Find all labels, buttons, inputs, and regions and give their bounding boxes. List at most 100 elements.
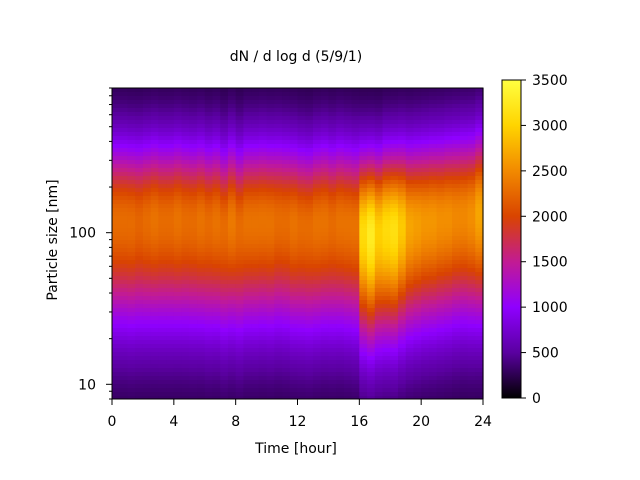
heatmap-cell xyxy=(305,120,314,124)
heatmap-cell xyxy=(467,176,476,180)
heatmap-cell xyxy=(312,288,322,292)
heatmap-cell xyxy=(150,268,159,272)
heatmap-cell xyxy=(421,364,430,368)
heatmap-cell xyxy=(112,188,121,192)
heatmap-cell xyxy=(220,228,229,232)
heatmap-cell xyxy=(305,216,314,220)
heatmap-cell xyxy=(289,176,299,180)
heatmap-cell xyxy=(413,348,422,352)
heatmap-cell xyxy=(150,196,159,200)
heatmap-cell xyxy=(428,364,438,368)
heatmap-cell xyxy=(235,184,244,188)
heatmap-cell xyxy=(297,188,306,192)
heatmap-cell xyxy=(405,148,415,152)
heatmap-cell xyxy=(452,124,461,128)
heatmap-cell xyxy=(274,124,283,128)
heatmap-cell xyxy=(189,240,198,244)
heatmap-cell xyxy=(305,292,314,296)
heatmap-cell xyxy=(266,144,275,148)
heatmap-cell xyxy=(127,324,136,328)
heatmap-cell xyxy=(289,332,299,336)
heatmap-cell xyxy=(351,136,360,140)
heatmap-cell xyxy=(390,356,399,360)
heatmap-cell xyxy=(305,188,314,192)
heatmap-cell xyxy=(243,220,252,224)
heatmap-cell xyxy=(459,276,469,280)
heatmap-cell xyxy=(351,124,360,128)
heatmap-cell xyxy=(359,132,368,136)
heatmap-cell xyxy=(181,156,190,160)
heatmap-cell xyxy=(305,180,314,184)
heatmap-cell xyxy=(444,108,453,112)
heatmap-cell xyxy=(328,116,337,120)
heatmap-cell xyxy=(436,272,445,276)
heatmap-cell xyxy=(289,272,299,276)
heatmap-cell xyxy=(189,116,198,120)
heatmap-cell xyxy=(212,96,221,100)
heatmap-cell xyxy=(459,136,469,140)
heatmap-cell xyxy=(428,92,438,96)
heatmap-cell xyxy=(397,296,407,300)
heatmap-cell xyxy=(320,220,330,224)
heatmap-cell xyxy=(405,272,415,276)
heatmap-cell xyxy=(274,140,283,144)
heatmap-cell xyxy=(112,196,121,200)
heatmap-cell xyxy=(297,192,306,196)
heatmap-cell xyxy=(166,256,175,260)
heatmap-cell xyxy=(336,376,345,380)
heatmap-cell xyxy=(336,228,345,232)
heatmap-cell xyxy=(166,160,175,164)
heatmap-cell xyxy=(405,256,415,260)
heatmap-plot-area xyxy=(111,87,484,400)
heatmap-cell xyxy=(289,288,299,292)
heatmap-cell xyxy=(336,224,345,228)
heatmap-cell xyxy=(243,364,252,368)
heatmap-cell xyxy=(119,360,129,364)
heatmap-cell xyxy=(173,260,183,264)
heatmap-cell xyxy=(258,296,268,300)
heatmap-cell xyxy=(289,144,299,148)
x-tick-label: 12 xyxy=(289,414,307,430)
heatmap-cell xyxy=(166,236,175,240)
heatmap-cell xyxy=(289,348,299,352)
heatmap-cell xyxy=(374,188,384,192)
heatmap-cell xyxy=(312,240,322,244)
colorbar-frame xyxy=(501,79,522,399)
heatmap-cell xyxy=(258,324,268,328)
heatmap-cell xyxy=(413,364,422,368)
heatmap-cell xyxy=(428,304,438,308)
heatmap-cell xyxy=(204,320,214,324)
heatmap-cell xyxy=(305,280,314,284)
heatmap-cell xyxy=(189,336,198,340)
heatmap-cell xyxy=(397,380,407,384)
heatmap-cell xyxy=(127,352,136,356)
heatmap-cell xyxy=(166,180,175,184)
heatmap-cell xyxy=(359,396,368,399)
heatmap-cell xyxy=(189,252,198,256)
heatmap-cell xyxy=(475,296,484,300)
heatmap-cell xyxy=(282,128,291,132)
heatmap-cell xyxy=(444,304,453,308)
heatmap-cell xyxy=(258,380,268,384)
heatmap-cell xyxy=(312,216,322,220)
heatmap-cell xyxy=(251,256,260,260)
heatmap-cell xyxy=(436,172,445,176)
heatmap-cell xyxy=(197,216,206,220)
heatmap-cell xyxy=(150,296,159,300)
heatmap-cell xyxy=(421,192,430,196)
heatmap-cell xyxy=(274,156,283,160)
heatmap-cell xyxy=(119,224,129,228)
heatmap-cell xyxy=(135,308,144,312)
heatmap-cell xyxy=(204,336,214,340)
heatmap-cell xyxy=(212,144,221,148)
heatmap-cell xyxy=(220,372,229,376)
heatmap-cell xyxy=(266,260,275,264)
heatmap-cell xyxy=(227,216,237,220)
heatmap-cell xyxy=(258,368,268,372)
heatmap-cell xyxy=(312,328,322,332)
heatmap-cell xyxy=(421,264,430,268)
heatmap-cell xyxy=(173,160,183,164)
heatmap-cell xyxy=(127,136,136,140)
heatmap-cell xyxy=(119,192,129,196)
heatmap-cell xyxy=(150,188,159,192)
